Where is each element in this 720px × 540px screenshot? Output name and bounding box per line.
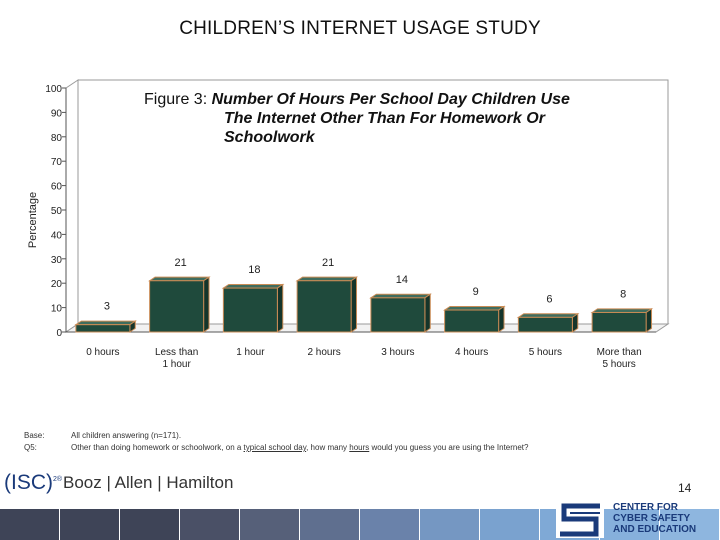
data-label: 14 [396, 274, 408, 286]
data-label: 9 [473, 286, 479, 298]
chart-title-line-2: The Internet Other Than For Homework Or [224, 110, 545, 127]
data-label: 21 [175, 257, 187, 269]
bar [444, 309, 500, 333]
booz-allen-hamilton-logo: Booz | Allen | Hamilton [63, 473, 234, 492]
ccse-line-2: CYBER SAFETY [613, 513, 691, 524]
question-text-underlined-2: hours [349, 443, 370, 452]
x-tick-label: More than [597, 347, 642, 358]
bar-top [221, 283, 285, 289]
page-title: CHILDREN’S INTERNET USAGE STUDY [179, 18, 541, 39]
y-tick-label: 100 [45, 84, 62, 95]
x-tick-label: Less than [155, 347, 198, 358]
question-text-underlined-1: typical school day [243, 443, 307, 452]
bar-side [350, 276, 358, 333]
bar-side [498, 305, 505, 333]
ccse-line-3: AND EDUCATION [613, 524, 697, 535]
x-tick-label: 1 hour [162, 359, 191, 370]
chart-title-lead: Figure 3: [144, 91, 212, 108]
footer-band-segment [480, 509, 539, 540]
x-tick-label: 4 hours [455, 347, 488, 358]
bar-side [424, 293, 431, 333]
base-text: All children answering (n=171). [71, 431, 182, 440]
y-tick-label: 60 [51, 182, 63, 193]
footer-band-segment [120, 509, 179, 540]
data-label: 6 [546, 293, 552, 305]
chart-title-line-1: Number Of Hours Per School Day Children … [211, 91, 570, 108]
footer-band-segment [300, 509, 359, 540]
footer-band-segment [420, 509, 479, 540]
bar-top [295, 276, 359, 282]
bar-top [147, 276, 211, 282]
bar [517, 316, 573, 333]
bar-top [442, 305, 506, 311]
isc2-logo: (ISC)2® [4, 471, 62, 495]
data-label: 21 [322, 257, 334, 269]
x-tick-label: 2 hours [307, 347, 340, 358]
x-tick-label: 0 hours [86, 347, 119, 358]
page-number: 14 [678, 481, 692, 495]
notes: Base: All children answering (n=171). Q5… [24, 430, 528, 454]
ccse-logo-icon [556, 502, 604, 538]
footer-band-segment [360, 509, 419, 540]
bar-top [369, 293, 432, 299]
x-tick-label: 3 hours [381, 347, 414, 358]
footer-band-segment [240, 509, 299, 540]
y-tick-label: 10 [51, 304, 63, 315]
bar-top [590, 308, 654, 313]
bar [222, 287, 278, 333]
question-text-mid: , how many [306, 443, 350, 452]
bar-side [203, 276, 210, 333]
footer-band-segment [660, 509, 719, 540]
y-tick-label: 80 [51, 133, 63, 144]
footer-band-segment [600, 509, 659, 540]
isc2-logo-text: (ISC) [4, 471, 53, 494]
bar-top [516, 313, 580, 318]
bar [370, 297, 426, 333]
bar [591, 311, 647, 333]
question-text-pre: Other than doing homework or schoolwork,… [71, 443, 244, 452]
bar [75, 324, 131, 333]
base-note: Base: All children answering (n=171). [24, 430, 528, 442]
bar [296, 280, 352, 333]
footer-band-segment [60, 509, 119, 540]
y-tick-label: 30 [51, 255, 63, 266]
footer-band-segment [0, 509, 59, 540]
x-tick-label: 5 hours [529, 347, 562, 358]
chart-title-line-3: Schoolwork [224, 129, 315, 146]
bar-side [571, 312, 579, 333]
y-tick-label: 20 [51, 279, 63, 290]
data-label: 3 [104, 301, 110, 313]
question-note: Q5: Other than doing homework or schoolw… [24, 442, 528, 454]
chart-title: Figure 3: Number Of Hours Per School Day… [144, 90, 644, 147]
bar-chart: 0 10 20 30 40 50 60 70 80 90 100 Percentage 3 0 hours… [27, 79, 670, 370]
question-text-post: would you guess you are using the Intern… [369, 443, 529, 452]
ccse-logo-text: CENTER FOR CYBER SAFETY AND EDUCATION [613, 502, 696, 535]
ccse-line-1: CENTER FOR [613, 502, 678, 513]
bar-side [645, 307, 653, 333]
bar [149, 280, 205, 333]
y-tick-label: 40 [51, 230, 63, 241]
x-tick-label: 5 hours [602, 359, 635, 370]
bar-top [74, 320, 137, 326]
footer-band-segment [180, 509, 239, 540]
question-label: Q5: [24, 443, 37, 452]
data-label: 8 [620, 288, 626, 300]
base-label: Base: [24, 431, 45, 440]
footer-color-band [0, 509, 719, 540]
bar-side [276, 283, 284, 333]
y-tick-label: 0 [56, 328, 62, 339]
isc2-logo-sup: 2® [53, 476, 63, 483]
y-tick-label: 50 [51, 206, 63, 217]
y-axis-label: Percentage [27, 192, 39, 248]
question-text: Other than doing homework or schoolwork,… [71, 442, 528, 454]
y-tick-label: 70 [51, 157, 63, 168]
plot-side-wall [65, 79, 79, 333]
y-tick-label: 90 [51, 108, 63, 119]
x-tick-label: 1 hour [236, 347, 265, 358]
data-label: 18 [248, 264, 260, 276]
